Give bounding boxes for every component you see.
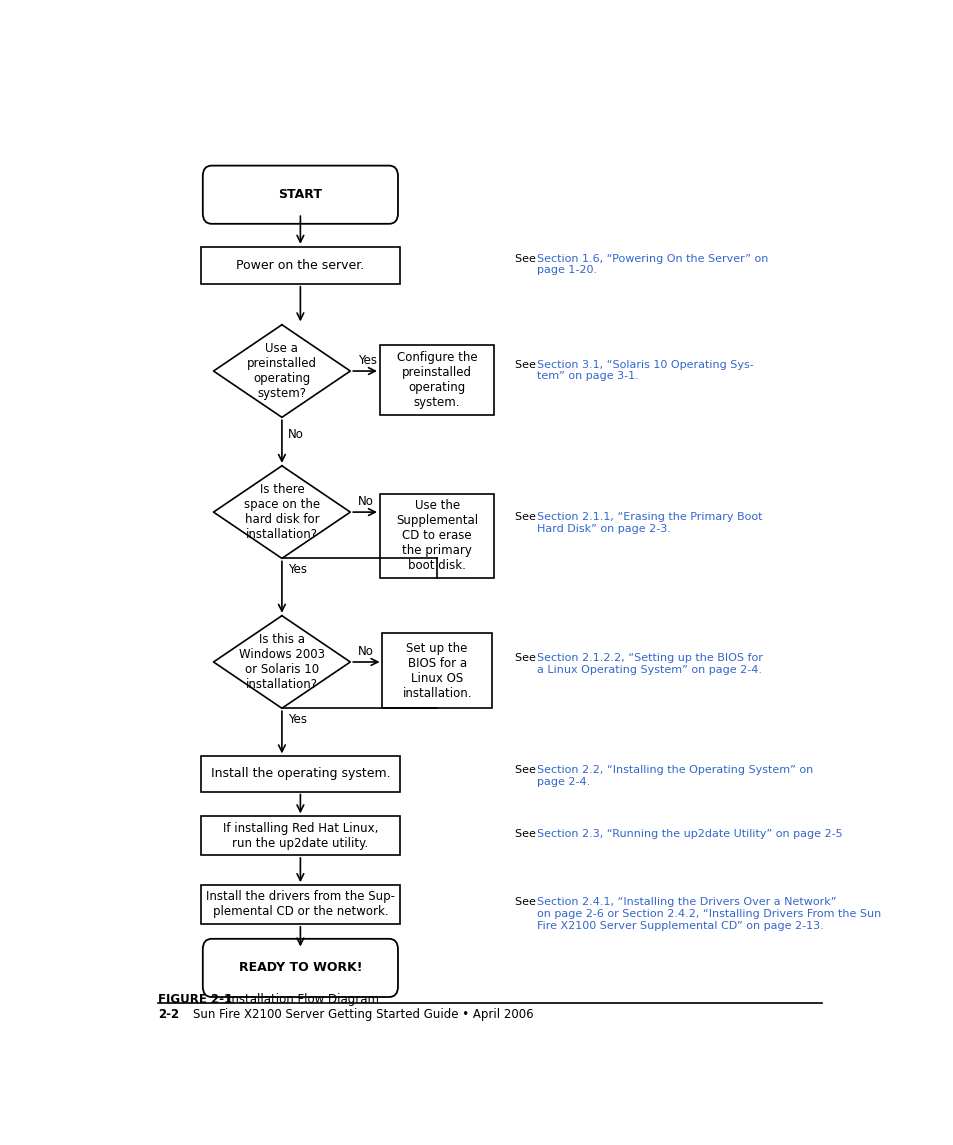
Text: Section 2.2, “Installing the Operating System” on
page 2-4.: Section 2.2, “Installing the Operating S… — [537, 765, 812, 787]
Text: Section 3.1, “Solaris 10 Operating Sys-
tem” on page 3-1.: Section 3.1, “Solaris 10 Operating Sys- … — [537, 360, 753, 381]
FancyBboxPatch shape — [203, 939, 397, 997]
Text: See: See — [515, 360, 538, 370]
Text: Yes: Yes — [288, 563, 307, 576]
Text: Use a
preinstalled
operating
system?: Use a preinstalled operating system? — [247, 342, 316, 400]
Text: Configure the
preinstalled
operating
system.: Configure the preinstalled operating sys… — [396, 350, 477, 409]
FancyBboxPatch shape — [203, 166, 397, 223]
Text: Is there
space on the
hard disk for
installation?: Is there space on the hard disk for inst… — [244, 483, 319, 542]
Text: FIGURE 2-1: FIGURE 2-1 — [157, 993, 232, 1005]
Text: Section 1.6, “Powering On the Server” on
page 1-20.: Section 1.6, “Powering On the Server” on… — [537, 254, 767, 276]
Text: Install the operating system.: Install the operating system. — [211, 767, 390, 781]
Text: 2-2: 2-2 — [157, 1008, 178, 1020]
Bar — [200, 885, 400, 924]
Bar — [200, 757, 400, 791]
Text: See: See — [515, 653, 538, 663]
Text: No: No — [357, 645, 374, 657]
Text: Section 2.3, “Running the up2date Utility” on page 2-5: Section 2.3, “Running the up2date Utilit… — [537, 829, 841, 839]
Text: Set up the
BIOS for a
Linux OS
installation.: Set up the BIOS for a Linux OS installat… — [402, 642, 472, 700]
Text: READY TO WORK!: READY TO WORK! — [238, 962, 362, 974]
Text: START: START — [278, 188, 322, 202]
Bar — [379, 493, 494, 578]
Text: Section 2.1.2.2, “Setting up the BIOS for
a Linux Operating System” on page 2-4.: Section 2.1.2.2, “Setting up the BIOS fo… — [537, 653, 762, 674]
Text: Section 2.4.1, “Installing the Drivers Over a Network”
on page 2-6 or Section 2.: Section 2.4.1, “Installing the Drivers O… — [537, 898, 881, 931]
Bar — [379, 345, 494, 416]
Text: Installation Flow Diagram: Installation Flow Diagram — [213, 993, 378, 1005]
Text: Sun Fire X2100 Server Getting Started Guide • April 2006: Sun Fire X2100 Server Getting Started Gu… — [178, 1008, 534, 1020]
Text: Install the drivers from the Sup-
plemental CD or the network.: Install the drivers from the Sup- plemen… — [206, 891, 395, 918]
Bar — [200, 816, 400, 855]
Text: Yes: Yes — [288, 713, 307, 726]
Text: See: See — [515, 898, 538, 907]
Polygon shape — [213, 325, 350, 417]
Text: Power on the server.: Power on the server. — [236, 259, 364, 271]
Text: Use the
Supplemental
CD to erase
the primary
boot disk.: Use the Supplemental CD to erase the pri… — [395, 499, 477, 572]
Bar — [200, 246, 400, 284]
Text: See: See — [515, 829, 538, 839]
Text: If installing Red Hat Linux,
run the up2date utility.: If installing Red Hat Linux, run the up2… — [222, 822, 377, 850]
Text: Section 2.1.1, “Erasing the Primary Boot
Hard Disk” on page 2-3.: Section 2.1.1, “Erasing the Primary Boot… — [537, 512, 761, 534]
Polygon shape — [213, 466, 350, 559]
Text: No: No — [288, 428, 303, 441]
Bar — [382, 633, 492, 709]
Text: See: See — [515, 765, 542, 775]
Text: Is this a
Windows 2003
or Solaris 10
installation?: Is this a Windows 2003 or Solaris 10 ins… — [238, 633, 325, 690]
Text: See: See — [515, 512, 538, 522]
Text: No: No — [357, 495, 374, 507]
Polygon shape — [213, 616, 350, 709]
Text: See: See — [515, 254, 538, 263]
Text: Yes: Yes — [357, 354, 376, 366]
